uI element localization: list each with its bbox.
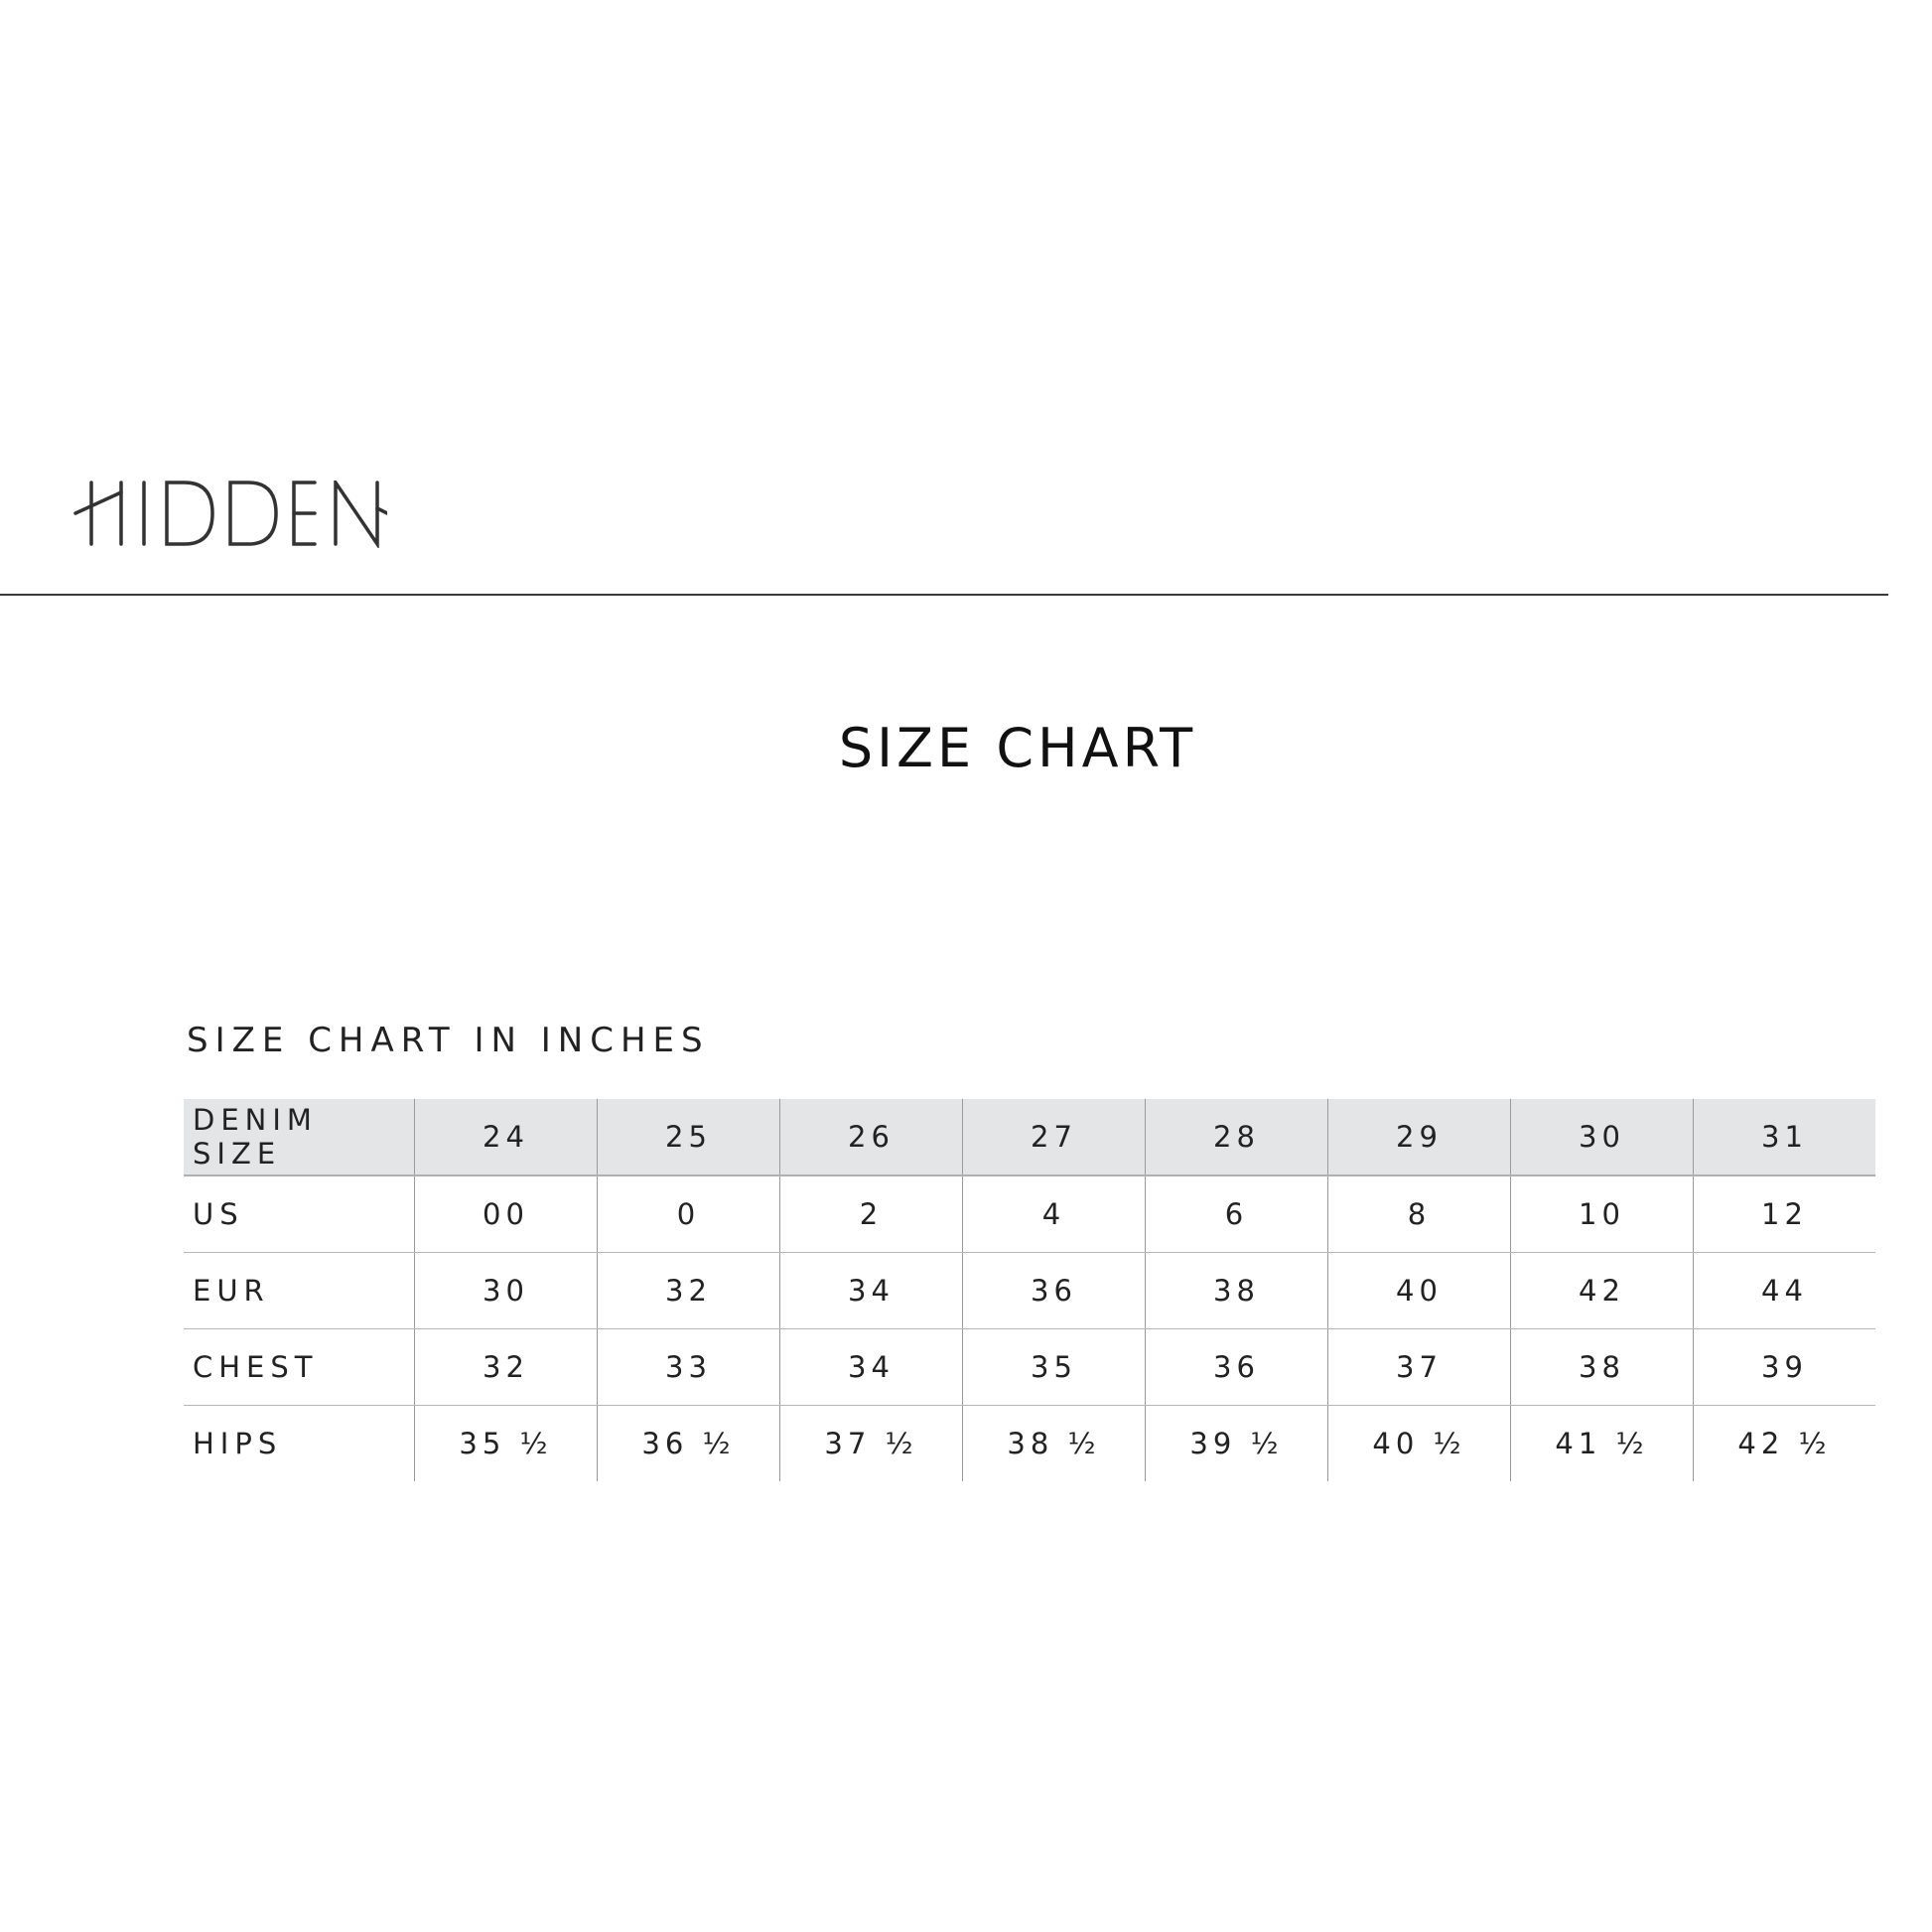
table-row: HIPS 35 ½ 36 ½ 37 ½ 38 ½ 39 ½ 40 ½ 41 ½ 42 ½ [184, 1405, 1875, 1481]
row-label: EUR [184, 1252, 415, 1329]
page-title: SIZE CHART [838, 717, 1197, 779]
table-cell: 27 [962, 1099, 1146, 1176]
table-cell: 0 [597, 1175, 780, 1253]
table-cell: 40 [1327, 1252, 1511, 1329]
table-cell: 38 [1510, 1328, 1694, 1406]
table-cell: 31 [1693, 1099, 1875, 1176]
table-cell: 24 [414, 1099, 598, 1176]
table-cell: 35 [962, 1328, 1146, 1406]
table-cell: 25 [597, 1099, 780, 1176]
table-cell: 30 [414, 1252, 598, 1329]
table-header-row: DENIM SIZE 24 25 26 27 28 29 30 31 [184, 1099, 1875, 1176]
table-cell: 39 [1693, 1328, 1875, 1406]
table-cell: 38 [1145, 1252, 1328, 1329]
table-cell: 4 [962, 1175, 1146, 1253]
table-cell: 38 ½ [962, 1405, 1146, 1481]
table-cell: 35 ½ [414, 1405, 598, 1481]
hidden-logo [73, 481, 387, 548]
table-row: CHEST 32 33 34 35 36 37 38 39 [184, 1328, 1875, 1406]
table-row: EUR 30 32 34 36 38 40 42 44 [184, 1252, 1875, 1329]
size-chart-table: DENIM SIZE 24 25 26 27 28 29 30 31 US 00 0 2 4 6 8 10 12 E… [184, 1099, 1875, 1481]
table-row: US 00 0 2 4 6 8 10 12 [184, 1175, 1875, 1253]
table-cell: 36 [1145, 1328, 1328, 1406]
row-label: CHEST [184, 1328, 415, 1406]
table-cell: 30 [1510, 1099, 1694, 1176]
table-caption: SIZE CHART IN INCHES [187, 1021, 710, 1060]
table-cell: 41 ½ [1510, 1405, 1694, 1481]
header-divider [0, 594, 1888, 596]
row-label: US [184, 1175, 415, 1253]
table-cell: 6 [1145, 1175, 1328, 1253]
table-cell: 26 [779, 1099, 963, 1176]
table-cell: 32 [414, 1328, 598, 1406]
table-cell: 37 ½ [779, 1405, 963, 1481]
table-cell: 44 [1693, 1252, 1875, 1329]
table-cell: 32 [597, 1252, 780, 1329]
table-cell: 37 [1327, 1328, 1511, 1406]
table-cell: 34 [779, 1328, 963, 1406]
table-cell: 29 [1327, 1099, 1511, 1176]
table-cell: 39 ½ [1145, 1405, 1328, 1481]
table-cell: 8 [1327, 1175, 1511, 1253]
table-cell: 34 [779, 1252, 963, 1329]
table-cell: 36 [962, 1252, 1146, 1329]
table-cell: 33 [597, 1328, 780, 1406]
table-cell: 28 [1145, 1099, 1328, 1176]
table-cell: 00 [414, 1175, 598, 1253]
table-cell: 42 [1510, 1252, 1694, 1329]
row-label: DENIM SIZE [184, 1099, 415, 1176]
table-cell: 12 [1693, 1175, 1875, 1253]
table-cell: 42 ½ [1693, 1405, 1875, 1481]
table-cell: 40 ½ [1327, 1405, 1511, 1481]
table-cell: 10 [1510, 1175, 1694, 1253]
row-label: HIPS [193, 1427, 283, 1460]
table-cell: 2 [779, 1175, 963, 1253]
table-cell: 36 ½ [597, 1405, 780, 1481]
